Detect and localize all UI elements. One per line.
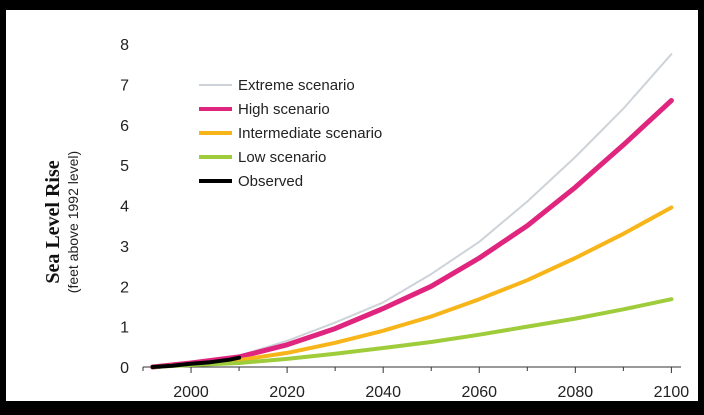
legend-label: Low scenario — [238, 149, 326, 166]
series-lines — [150, 53, 674, 370]
y-tick-label: 3 — [120, 239, 129, 256]
x-tick-label: 2080 — [558, 384, 594, 401]
axes: 0 1 2 3 4 5 6 7 8 2000 2020 2040 2060 2080 2100 — [120, 37, 689, 401]
legend: Extreme scenario High scenario Intermediat… — [199, 77, 382, 190]
y-tick-label: 6 — [120, 118, 129, 135]
x-tick-label: 2040 — [365, 384, 401, 401]
legend-label: Observed — [238, 173, 303, 190]
y-axis-label: Sea Level Rise — [42, 160, 64, 283]
y-tick-label: 7 — [120, 77, 129, 94]
y-tick-label: 2 — [120, 279, 129, 296]
series-line-low-scenario — [150, 297, 674, 369]
legend-label: Extreme scenario — [238, 77, 355, 94]
y-axis-title: Sea Level Rise (feet above 1992 level) — [42, 151, 81, 293]
x-tick-label: 2100 — [654, 384, 690, 401]
x-tick-label: 2000 — [173, 384, 209, 401]
x-tick-label: 2020 — [269, 384, 305, 401]
x-tick-label: 2060 — [461, 384, 497, 401]
chart-container: 0 1 2 3 4 5 6 7 8 2000 2020 2040 2060 2080 2100 Extrem… — [0, 0, 704, 405]
y-tick-label: 4 — [120, 199, 129, 216]
series-line-high-scenario — [150, 98, 674, 370]
y-tick-label: 1 — [120, 320, 129, 337]
series-line-observed — [150, 355, 242, 369]
line-chart: 0 1 2 3 4 5 6 7 8 2000 2020 2040 2060 2080 2100 Extrem… — [42, 37, 689, 401]
y-tick-label: 0 — [120, 360, 129, 377]
y-tick-label: 8 — [120, 37, 129, 54]
y-axis-sublabel: (feet above 1992 level) — [65, 151, 81, 293]
y-tick-label: 5 — [120, 158, 129, 175]
legend-label: High scenario — [238, 101, 330, 118]
series-line-extreme-scenario — [151, 53, 673, 368]
legend-label: Intermediate scenario — [238, 125, 382, 142]
